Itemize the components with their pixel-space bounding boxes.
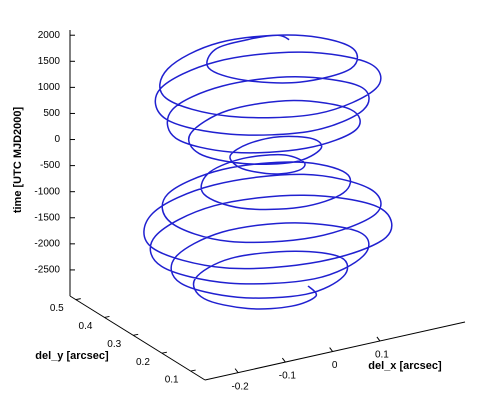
x-tick-label: -0.1 (279, 371, 297, 382)
y-tick (104, 315, 110, 318)
z-tick-label: 1000 (38, 82, 61, 93)
y-tick-label: 0.3 (107, 339, 121, 350)
y-tick-label: 0.2 (136, 357, 150, 368)
y-tick (133, 333, 139, 336)
x-tick-label: 0.1 (375, 350, 389, 361)
x-tick-label: -0.2 (231, 381, 249, 392)
y-tick (161, 351, 168, 354)
z-tick-label: -500 (40, 160, 60, 171)
z-tick-label: 500 (43, 108, 60, 119)
y-tick-label: 0.5 (50, 303, 64, 314)
z-tick-label: -1500 (34, 212, 60, 223)
x-tick (281, 357, 286, 363)
x-tick (234, 368, 239, 373)
x-tick-label: 0 (332, 360, 338, 371)
z-tick-label: -2000 (34, 238, 60, 249)
z-tick-label: 2000 (38, 30, 61, 41)
y-tick-label: 0.1 (165, 375, 179, 386)
y-axis (69, 295, 206, 381)
z-axis-label: time [UTC MJD2000] (12, 106, 24, 213)
z-tick-label: -1000 (34, 186, 60, 197)
z-tick-label: 0 (54, 134, 60, 145)
y-tick-label: 0.4 (79, 321, 93, 332)
x-axis (204, 321, 466, 381)
x-tick (329, 347, 334, 352)
y-axis-label: del_y [arcsec] (35, 350, 109, 362)
x-axis-label: del_x [arcsec] (368, 360, 442, 372)
y-tick (75, 298, 81, 301)
y-tick (190, 369, 196, 372)
x-tick (376, 336, 381, 342)
z-tick-label: 1500 (38, 56, 61, 67)
z-tick-label: -2500 (34, 265, 60, 276)
trajectory-line (143, 34, 393, 310)
